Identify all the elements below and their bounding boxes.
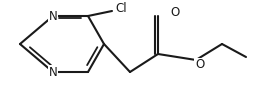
Text: Cl: Cl [115, 1, 127, 15]
Text: O: O [195, 59, 205, 72]
Text: O: O [170, 5, 180, 19]
Text: N: N [49, 10, 57, 23]
Text: N: N [49, 65, 57, 78]
